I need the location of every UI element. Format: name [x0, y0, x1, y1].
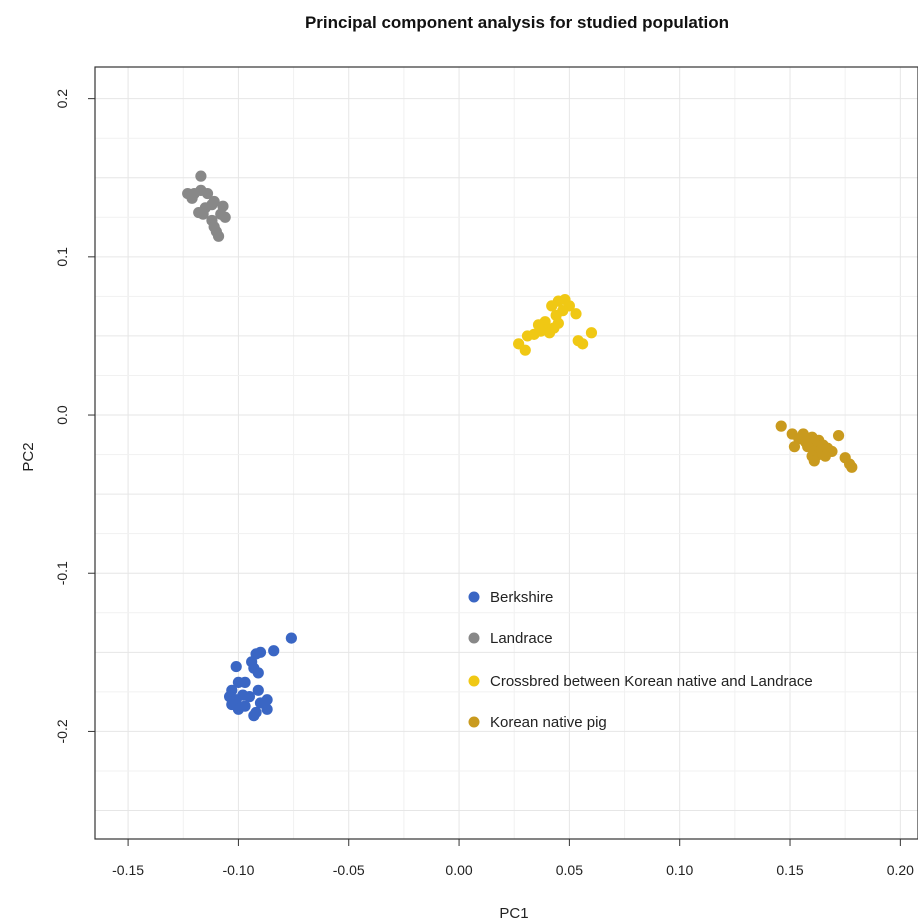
data-point — [252, 684, 264, 696]
data-point — [788, 441, 801, 453]
x-tick-label: 0.20 — [887, 862, 914, 878]
data-points — [182, 170, 858, 722]
x-tick-label: 0.15 — [776, 862, 803, 878]
x-tick-label: 0.10 — [666, 862, 693, 878]
data-point — [546, 300, 558, 312]
x-tick-label: -0.10 — [222, 862, 254, 878]
y-tick-label: 0.2 — [54, 89, 70, 109]
data-point — [212, 230, 225, 242]
legend-label-crossbred: Crossbred between Korean native and Land… — [490, 673, 813, 690]
y-tick-label: 0.0 — [54, 405, 70, 425]
data-point — [232, 703, 245, 715]
x-tick-label: -0.15 — [112, 862, 144, 878]
data-point — [232, 676, 245, 688]
data-point — [248, 710, 260, 722]
data-point — [808, 455, 820, 467]
data-point — [775, 420, 787, 432]
y-tick-label: 0.1 — [54, 247, 70, 267]
legend-item-berkshire: Berkshire — [468, 589, 553, 606]
legend-label-korean-native-pig: Korean native pig — [490, 714, 607, 731]
series-0 — [223, 632, 297, 722]
legend-item-korean-native-pig: Korean native pig — [468, 714, 607, 731]
x-axis-label: PC1 — [499, 905, 528, 922]
legend-marker-crossbred — [468, 675, 480, 687]
series-2 — [513, 293, 598, 356]
legend-item-crossbred: Crossbred between Korean native and Land… — [468, 673, 813, 690]
data-point — [201, 187, 214, 200]
chart-title: Principal component analysis for studied… — [305, 13, 729, 32]
data-point — [285, 632, 297, 644]
series-3 — [775, 420, 858, 473]
legend-marker-landrace — [468, 632, 480, 644]
data-point — [832, 429, 845, 442]
data-point — [521, 330, 534, 342]
data-point — [819, 450, 831, 462]
data-point — [543, 327, 556, 339]
y-tick-label: -0.1 — [54, 561, 70, 585]
legend-label-landrace: Landrace — [490, 630, 553, 647]
legend-item-landrace: Landrace — [468, 630, 553, 647]
x-axis: -0.15 -0.10 -0.05 0.00 0.05 0.10 0.15 0.20 — [112, 839, 914, 878]
legend-marker-berkshire — [468, 591, 480, 603]
legend: Berkshire Landrace Crossbred between Kor… — [468, 589, 813, 731]
data-point — [261, 703, 273, 715]
plot-frame — [94, 66, 918, 840]
data-point — [230, 660, 242, 673]
data-point — [195, 170, 207, 182]
series-1 — [182, 170, 231, 242]
data-point — [846, 461, 858, 473]
data-point — [570, 308, 582, 320]
x-tick-label: -0.05 — [333, 862, 365, 878]
x-tick-label: 0.05 — [556, 862, 583, 878]
x-tick-label: 0.00 — [445, 862, 472, 878]
data-point — [519, 344, 531, 356]
data-point — [186, 192, 198, 204]
y-axis-label: PC2 — [20, 442, 37, 471]
legend-label-berkshire: Berkshire — [490, 589, 553, 606]
data-point — [577, 338, 589, 350]
data-point — [585, 327, 598, 339]
y-tick-label: -0.2 — [54, 719, 70, 743]
data-point — [252, 667, 264, 679]
y-axis: -0.2 -0.1 0.0 0.1 0.2 — [54, 89, 95, 743]
data-point — [268, 645, 280, 657]
legend-marker-korean-native-pig — [468, 716, 480, 728]
data-point — [243, 691, 256, 703]
data-point — [219, 211, 231, 223]
data-point — [193, 206, 205, 219]
